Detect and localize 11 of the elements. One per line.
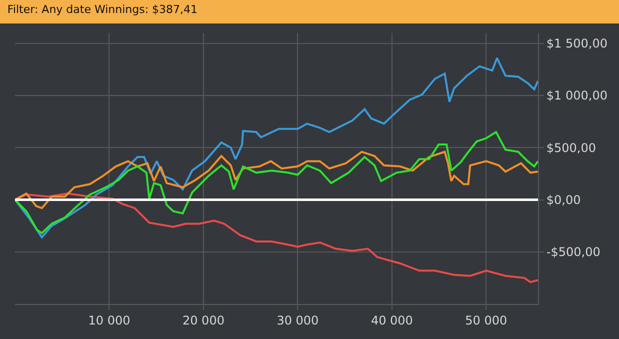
x-tick-label: 30 000: [276, 313, 319, 328]
y-tick-label: -$500,00: [546, 245, 600, 260]
y-tick-label: $0,00: [546, 192, 581, 207]
chart-title: Filter: Any date Winnings: $387,41: [7, 2, 198, 16]
y-tick-label: $1 000,00: [546, 88, 608, 103]
x-tick-label: 20 000: [182, 313, 224, 328]
x-tick-label: 10 000: [88, 313, 130, 328]
y-tick-label: $1 500,00: [546, 36, 608, 51]
x-tick-label: 50 000: [465, 313, 508, 328]
x-tick-label: 40 000: [370, 313, 413, 328]
y-tick-label: $500,00: [546, 140, 596, 155]
